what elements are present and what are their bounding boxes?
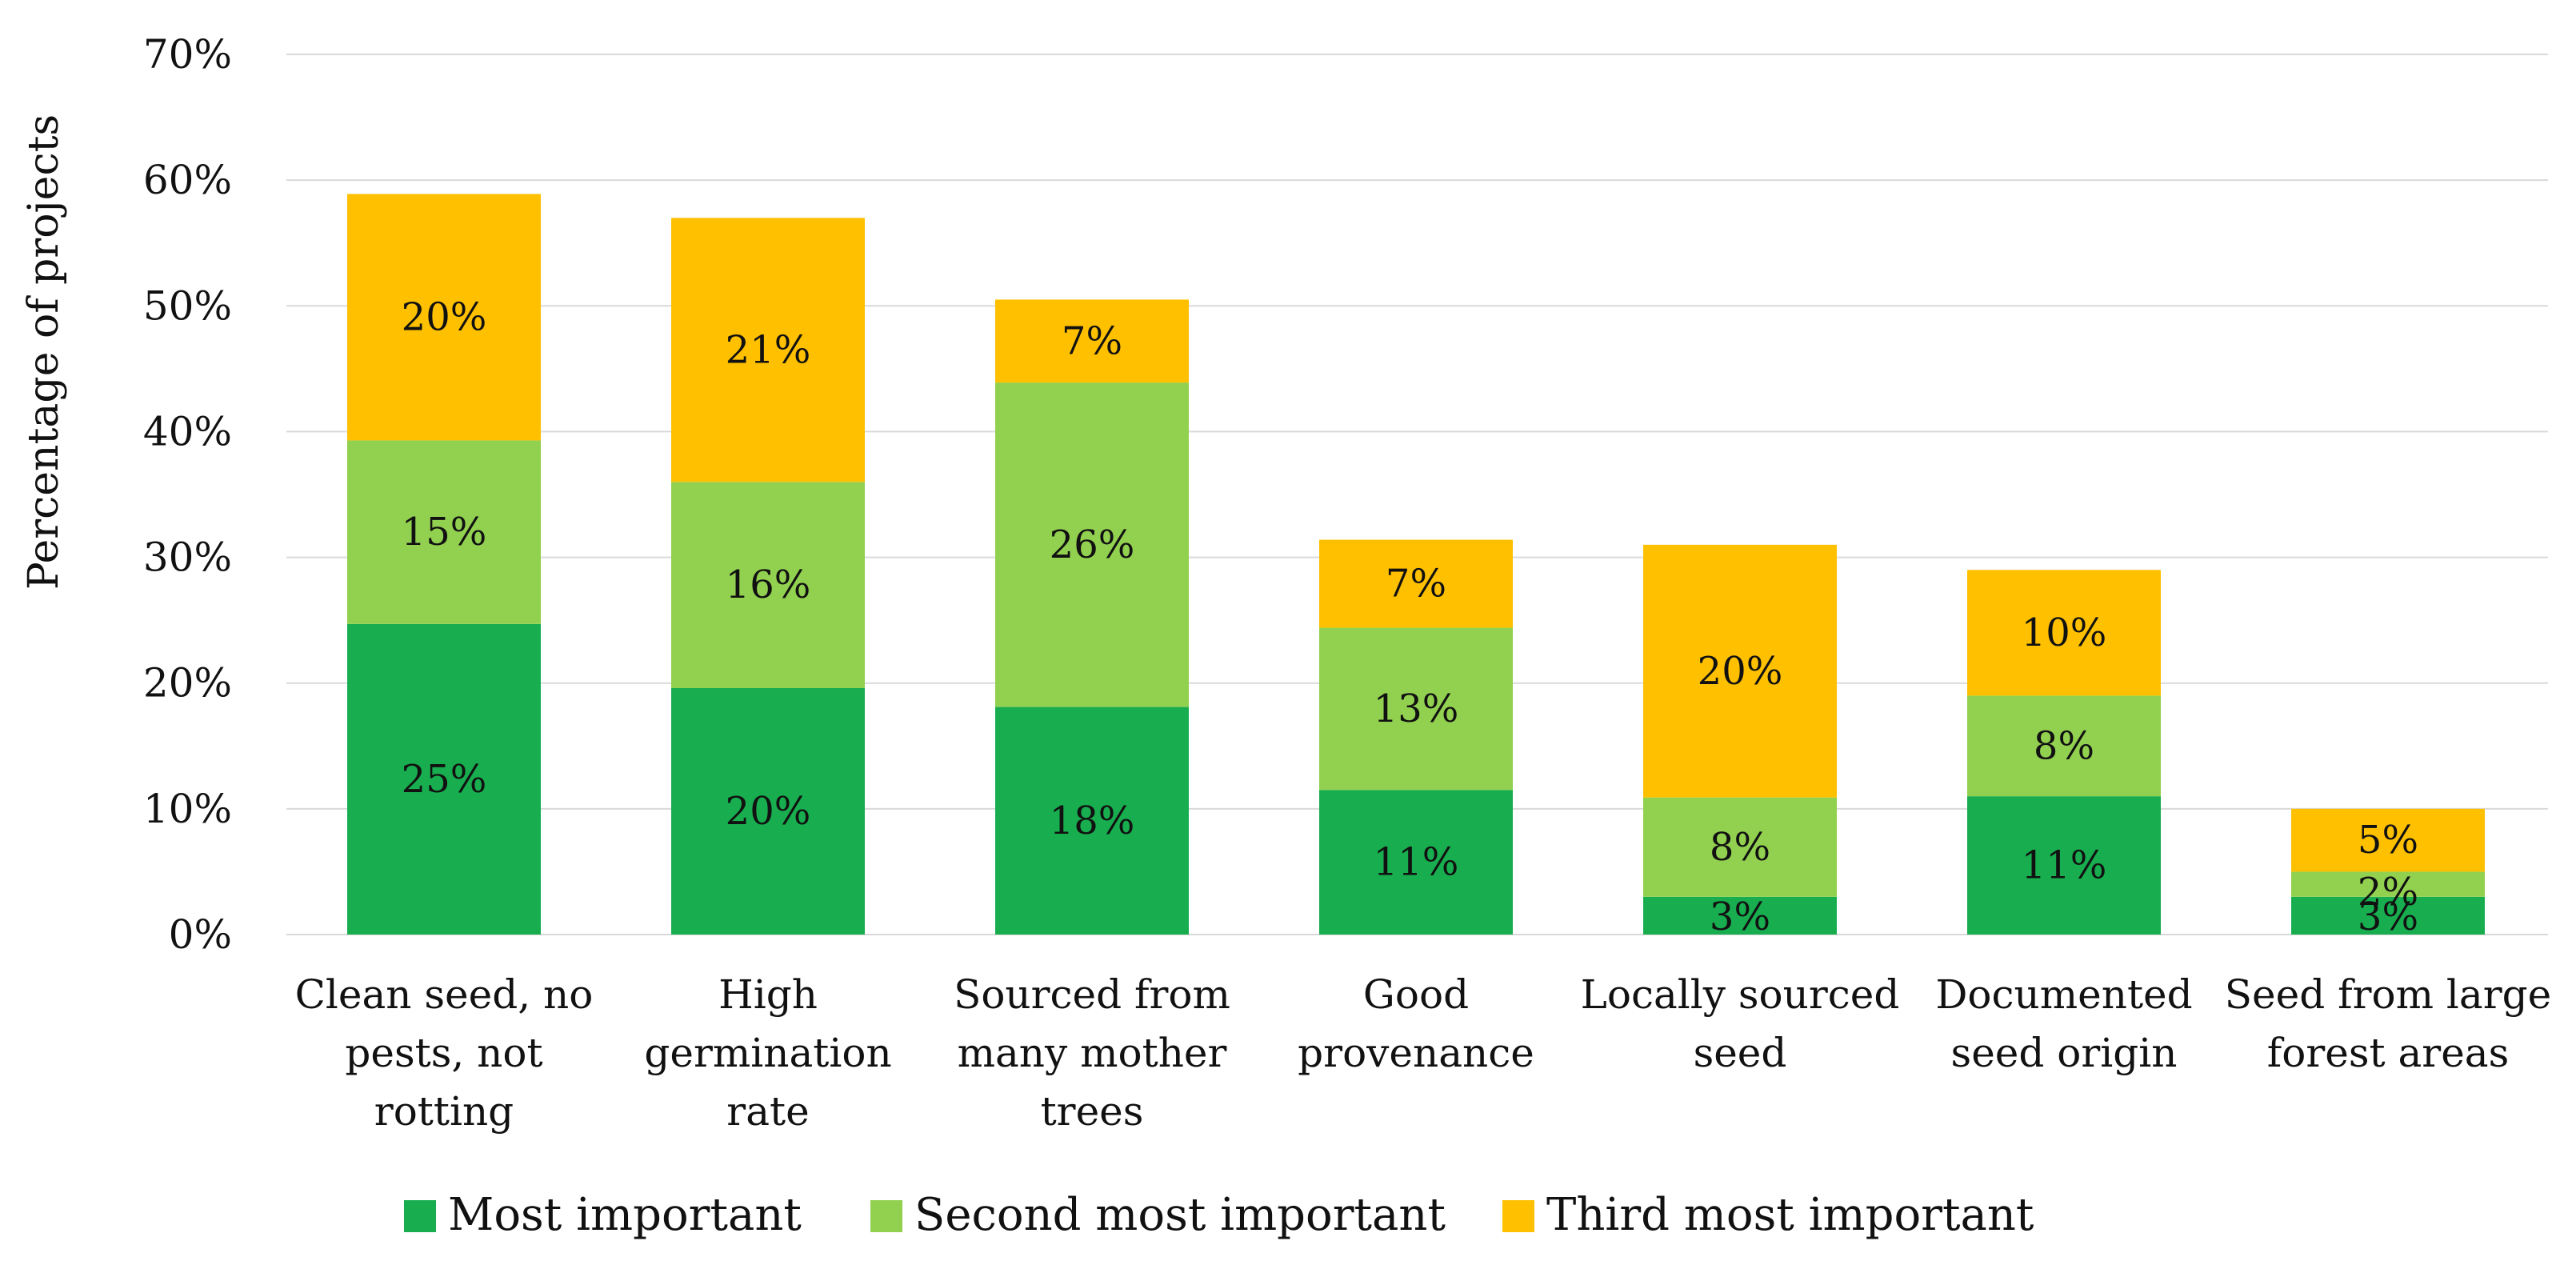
data-label: 2% (2358, 870, 2418, 915)
x-category-label-line: Clean seed, no (295, 971, 594, 1018)
data-label: 8% (2034, 723, 2094, 768)
legend-label: Most important (448, 1189, 802, 1241)
bar-segment (1967, 796, 2161, 935)
x-category-label: Good provenance (1298, 971, 1534, 1076)
bar-segment (1967, 570, 2161, 696)
x-category-label-line: Locally sourced (1581, 971, 1900, 1018)
legend-item: Most important (404, 1189, 802, 1241)
legend-swatch (404, 1200, 436, 1232)
x-category-label-line: rotting (374, 1088, 514, 1135)
bar-segment (995, 382, 1189, 707)
x-category-label-line: many mother (958, 1030, 1227, 1076)
bars (347, 194, 2485, 935)
x-category-label-line: Documented (1935, 971, 2192, 1018)
x-category-label-line: pests, not (345, 1030, 542, 1076)
y-tick-label: 30% (143, 534, 232, 581)
x-category-label-line: seed origin (1951, 1030, 2178, 1076)
data-label: 13% (1374, 687, 1459, 731)
x-category-label: Clean seed, no pests, not rotting (295, 971, 594, 1135)
data-label: 20% (726, 789, 811, 834)
data-label: 3% (1710, 895, 1770, 939)
bar-segment (1319, 790, 1513, 935)
x-category-label-line: forest areas (2267, 1030, 2510, 1076)
legend-swatch (1502, 1200, 1534, 1232)
x-category-label-line: provenance (1298, 1030, 1534, 1076)
x-category-label-line: Good (1363, 971, 1469, 1018)
data-label: 3% (2358, 895, 2418, 939)
data-label: 7% (1062, 318, 1122, 363)
bar-segment (347, 194, 541, 441)
x-category-label: Locally sourced seed (1581, 971, 1900, 1076)
bar-segment (2291, 808, 2485, 872)
data-label: 5% (2358, 818, 2418, 863)
y-tick-label: 70% (143, 31, 232, 78)
bar-segment (1319, 627, 1513, 791)
y-tick-label: 40% (143, 408, 232, 454)
bar-segment (671, 218, 865, 482)
x-category-label-line: rate (726, 1088, 809, 1135)
x-category-label: Documented seed origin (1935, 971, 2192, 1076)
bar-segment (995, 707, 1189, 935)
data-label: 18% (1050, 799, 1135, 843)
data-label: 20% (402, 294, 487, 339)
y-tick-label: 0% (169, 911, 232, 958)
x-category-label-line: Sourced from (954, 971, 1230, 1018)
bar-segment (1319, 539, 1513, 628)
data-label: 8% (1710, 825, 1770, 870)
x-category-label-line: High (718, 971, 818, 1018)
x-category-label-line: seed (1694, 1030, 1787, 1076)
x-category-label-line: trees (1041, 1088, 1144, 1135)
y-tick-label: 10% (143, 786, 232, 832)
data-label: 26% (1050, 522, 1135, 567)
data-label: 10% (2022, 610, 2107, 655)
data-label: 11% (2022, 843, 2107, 888)
legend-label: Second most important (914, 1189, 1446, 1241)
bar-segment (347, 440, 541, 624)
data-label: 21% (726, 327, 811, 372)
x-category-label: High germination rate (644, 971, 891, 1135)
y-tick-label: 20% (143, 660, 232, 707)
bar-segment (671, 688, 865, 935)
legend-label: Third most important (1546, 1189, 2034, 1241)
data-label: 15% (402, 510, 487, 554)
x-category-label-line: Seed from large (2225, 971, 2551, 1018)
legend: Most important Second most important Third… (404, 1189, 2034, 1241)
bar-segment (671, 482, 865, 688)
legend-item: Second most important (870, 1189, 1446, 1241)
data-label: 20% (1698, 649, 1783, 694)
data-label: 16% (726, 562, 811, 607)
bar-segment (995, 299, 1189, 383)
y-axis-ticks: 0% 10% 20% 30% 40% 50% 60% 70% (143, 31, 232, 958)
bar-segment (1643, 797, 1837, 897)
bar-segment (1967, 695, 2161, 797)
x-category-label-line: germination (644, 1030, 891, 1076)
legend-item: Third most important (1502, 1189, 2034, 1241)
data-label: 11% (1374, 840, 1459, 885)
bar-segment (347, 623, 541, 935)
x-category-label: Sourced from many mother trees (954, 971, 1230, 1135)
x-axis-categories: Clean seed, no pests, not rotting High germi… (295, 971, 2552, 1135)
bar-segment (1643, 544, 1837, 798)
legend-swatch (870, 1200, 902, 1232)
data-label: 7% (1386, 562, 1446, 606)
y-tick-label: 60% (143, 157, 232, 203)
bar-segment (1643, 896, 1837, 935)
bar-segment (2291, 896, 2485, 935)
y-axis-title: Percentage of projects (20, 114, 68, 590)
data-label: 25% (402, 757, 487, 802)
x-category-label: Seed from large forest areas (2225, 971, 2551, 1076)
bar-segment (2291, 871, 2485, 897)
y-tick-label: 50% (143, 282, 232, 329)
data-labels: 25% 15% 20% 20% 16% 21% 18% 26% 7% 11% 13% 7% 3% 8% 20… (402, 294, 2418, 939)
